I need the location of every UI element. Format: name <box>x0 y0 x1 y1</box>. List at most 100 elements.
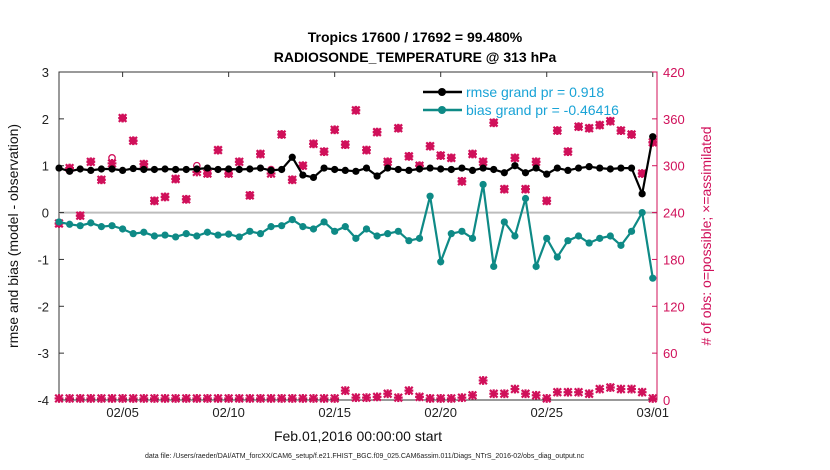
legend-rmse-label: rmse grand pr = 0.918 <box>466 84 604 100</box>
count-rejected-point <box>563 387 573 397</box>
y-tick-label: 2 <box>42 112 49 127</box>
count-assimilated-point <box>245 190 255 200</box>
count-rejected-point <box>425 393 435 404</box>
count-rejected-point <box>351 393 361 403</box>
bias-point <box>150 232 159 240</box>
y-right-tick-label: 300 <box>663 159 685 174</box>
count-rejected-point <box>255 393 266 404</box>
bias-point <box>309 225 318 233</box>
rmse-point <box>299 171 307 179</box>
bias-point <box>203 228 212 236</box>
count-rejected-point <box>361 393 372 403</box>
bias-point <box>267 223 275 231</box>
bias-point <box>585 239 593 247</box>
count-assimilated-point <box>425 141 435 151</box>
rmse-point <box>235 165 243 174</box>
series-layer <box>54 105 658 404</box>
count-assimilated-point <box>118 113 128 123</box>
count-assimilated-point <box>319 147 329 157</box>
count-assimilated-point <box>351 105 361 115</box>
count-assimilated-point <box>393 123 403 133</box>
rmse-point <box>309 173 318 182</box>
y-tick-label: -3 <box>37 346 49 361</box>
bias-point <box>511 232 519 240</box>
rmse-point <box>649 133 657 141</box>
rmse-point <box>468 166 477 174</box>
count-assimilated-point <box>298 161 308 171</box>
rmse-point <box>341 166 349 174</box>
bias-point <box>426 192 434 200</box>
bias-point <box>182 230 190 238</box>
rmse-point <box>246 165 254 173</box>
count-rejected-point <box>584 389 594 399</box>
rmse-point <box>66 167 74 175</box>
rmse-point <box>331 165 339 174</box>
chart-title: Tropics 17600 / 17692 = 99.480% <box>308 29 523 45</box>
x-axis: 02/05 02/10 02/15 02/20 02/25 03/01 <box>106 72 669 420</box>
bias-point <box>172 233 180 241</box>
rmse-point <box>627 164 636 172</box>
bias-point <box>574 232 583 240</box>
bias-point <box>288 216 296 224</box>
bias-point <box>341 223 349 231</box>
count-rejected-point <box>65 393 75 404</box>
count-rejected-point <box>552 387 562 397</box>
rmse-point <box>564 166 572 174</box>
series-bias <box>55 180 657 282</box>
count-rejected-point <box>393 393 403 403</box>
count-assimilated-point <box>510 153 520 163</box>
bias-point <box>119 225 127 233</box>
count-rejected-point <box>520 389 531 399</box>
y-right-tick-label: 360 <box>663 112 685 127</box>
rmse-point <box>458 164 466 172</box>
count-assimilated-point <box>340 140 350 150</box>
rmse-point <box>97 165 106 173</box>
count-assimilated-point <box>277 129 287 140</box>
count-rejected-point <box>478 375 488 386</box>
bias-point <box>193 232 201 240</box>
count-rejected-point <box>489 389 499 399</box>
count-rejected-point <box>160 393 170 404</box>
count-rejected-point <box>648 393 658 404</box>
rmse-point <box>596 164 604 172</box>
count-rejected-point <box>510 384 520 394</box>
x-axis-label: Feb.01,2016 00:00:00 start <box>274 428 442 444</box>
count-assimilated-point <box>489 118 499 128</box>
bias-point <box>246 227 254 235</box>
rmse-point <box>405 166 413 174</box>
count-assimilated-point <box>499 184 509 194</box>
rmse-point <box>394 165 402 174</box>
count-rejected-point <box>404 386 414 396</box>
bias-point <box>437 258 445 266</box>
x-tick-label: 02/20 <box>424 405 457 420</box>
count-assimilated-point <box>563 147 573 157</box>
count-rejected-point <box>54 393 64 404</box>
rmse-point <box>617 164 625 172</box>
bias-point <box>225 230 233 238</box>
count-assimilated-point <box>75 211 85 221</box>
rmse-point <box>500 169 508 177</box>
count-rejected-point <box>446 393 456 404</box>
count-assimilated-point <box>149 196 160 206</box>
bias-point <box>458 227 466 235</box>
count-rejected-point <box>139 393 149 404</box>
y-right-tick-label: 120 <box>663 299 685 314</box>
count-assimilated-point <box>436 150 446 161</box>
rmse-point <box>415 165 424 173</box>
x-tick-label: 02/15 <box>318 405 351 420</box>
count-assimilated-point <box>584 123 594 133</box>
bias-point <box>235 233 243 241</box>
legend-rmse-marker <box>438 88 446 96</box>
count-rejected-point <box>96 393 106 404</box>
count-assimilated-point <box>160 192 170 202</box>
data-file-footnote: data file: /Users/raeder/DAI/ATM_forcXX/… <box>145 453 585 460</box>
count-assimilated-point <box>520 184 531 194</box>
bias-point <box>649 274 657 282</box>
y-axis-right-label: # of obs: o=possible; ×=assimilated <box>698 126 714 345</box>
rmse-point <box>437 165 445 173</box>
count-rejected-point <box>414 392 425 402</box>
count-rejected-point <box>245 393 255 404</box>
rmse-point <box>193 165 201 173</box>
count-assimilated-point <box>255 149 266 159</box>
count-rejected-point <box>542 393 552 404</box>
